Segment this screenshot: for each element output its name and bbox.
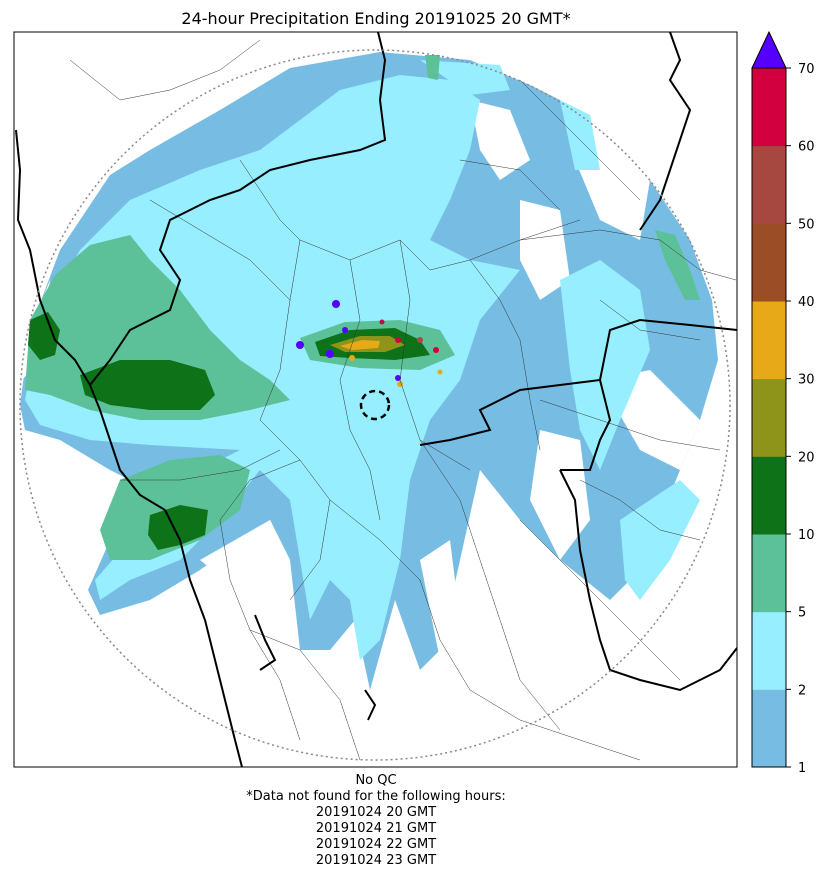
missing-hour: 20191024 21 GMT: [316, 821, 436, 836]
colorbar-bin: [752, 223, 786, 302]
radar-site-marker: [359, 389, 391, 421]
colorbar-bin: [752, 611, 786, 690]
colorbar-tick-label: 50: [798, 217, 815, 232]
missing-hour: 20191024 22 GMT: [316, 837, 436, 852]
colorbar-tick-label: 60: [798, 140, 815, 155]
missing-hour: 20191024 23 GMT: [316, 853, 436, 868]
colorbar-tick-label: 70: [798, 62, 815, 77]
colorbar: 1 2 5 10 20 30 40 50 60 70: [751, 30, 815, 776]
colorbar-extend-arrow: [751, 30, 787, 69]
footer-notes: No QC *Data not found for the following …: [246, 773, 505, 868]
colorbar-tick-label: 5: [798, 606, 806, 621]
precip-area-2-5: [25, 75, 520, 660]
colorbar-tick-label: 1: [798, 761, 806, 776]
missing-data-header: *Data not found for the following hours:: [246, 789, 505, 804]
colorbar-tick-label: 30: [798, 373, 815, 388]
precip-area-10-20: [80, 360, 215, 410]
colorbar-bin: [752, 689, 786, 768]
missing-hour: 20191024 20 GMT: [316, 805, 436, 820]
colorbar-bin: [752, 378, 786, 457]
map-panel: [14, 32, 737, 767]
colorbar-tick-label: 2: [798, 683, 806, 698]
radar-range-ring: [19, 49, 731, 761]
map-title: 24-hour Precipitation Ending 20191025 20…: [181, 9, 570, 28]
colorbar-tick-label: 10: [798, 528, 815, 543]
state-boundaries: [15, 32, 737, 767]
colorbar-tick-label: 40: [798, 295, 815, 310]
colorbar-bin: [752, 145, 786, 224]
colorbar-bin: [752, 68, 786, 147]
colorbar-bin: [752, 456, 786, 535]
colorbar-bin: [752, 301, 786, 380]
colorbar-tick-label: 20: [798, 450, 815, 465]
convective-cells: [295, 300, 465, 387]
map-frame: [13, 31, 738, 768]
colorbar-bin: [752, 534, 786, 613]
district-boundaries: [69, 39, 737, 761]
colorbar-frame: [751, 67, 787, 768]
qc-note: No QC: [355, 773, 396, 788]
